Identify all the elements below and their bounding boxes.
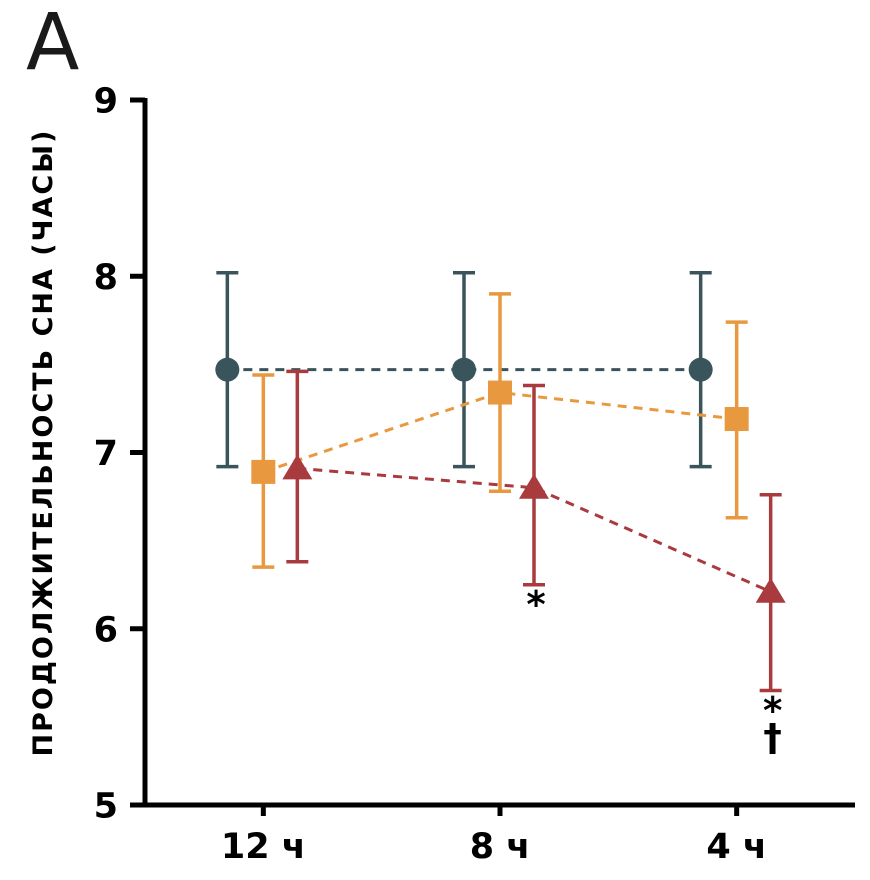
circle-marker [688,357,713,382]
series-triangle-group [282,369,786,693]
y-tick-label: 7 [94,434,118,474]
y-tick-label: 5 [94,787,118,827]
significance-marker: * [526,584,545,627]
square-marker [724,407,749,432]
y-axis-label: ПРОДОЛЖИТЕЛЬНОСТЬ СНА (ЧАСЫ) [28,129,59,757]
square-marker [488,380,512,405]
triangle-marker [755,577,786,603]
square-marker [251,459,276,484]
triangle-marker [282,454,313,480]
series-circle-group [215,270,713,469]
x-tick-label: 12 ч [221,827,306,867]
x-tick-label: 4 ч [706,827,767,867]
series-line [262,391,737,474]
y-tick-label: 6 [94,610,118,650]
series-square-group [251,292,749,569]
circle-marker [452,357,476,382]
significance-marker: † [763,716,782,759]
x-tick-label: 8 ч [470,827,531,867]
y-tick-label: 9 [94,82,118,122]
significance-marker: * [763,689,782,732]
circle-marker [215,357,240,382]
triangle-marker [519,473,549,499]
y-tick-label: 8 [94,258,118,298]
panel-label: A [26,0,80,88]
